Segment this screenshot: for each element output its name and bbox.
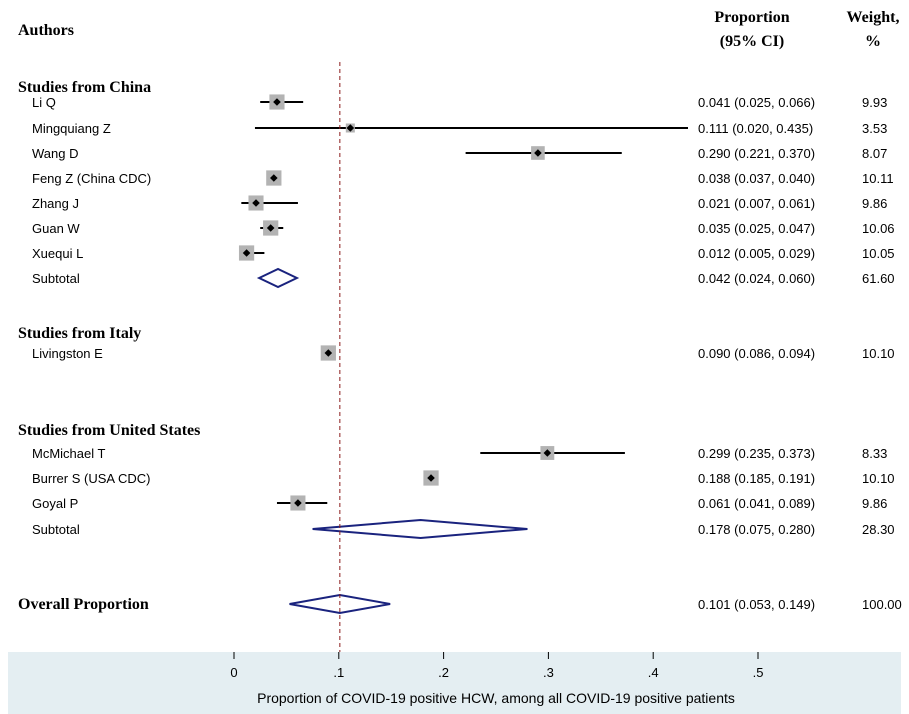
header-proportion-ci: (95% CI): [720, 33, 784, 50]
subtotal-diamond: [256, 267, 300, 289]
x-tick-label: 0: [230, 665, 237, 680]
overall-diamond-ci-text: 0.101 (0.053, 0.149): [698, 597, 815, 612]
subtotal-diamond-weight: 61.60: [862, 271, 895, 286]
subtotal-diamond-ci-text: 0.042 (0.024, 0.060): [698, 271, 815, 286]
x-axis: 0 .1 .2 .3 .4 .5 Proportion of COVID-19 positi…: [230, 652, 763, 706]
study-label: Goyal P: [32, 496, 78, 511]
point-estimate: [273, 98, 281, 106]
study-ci-text: 0.038 (0.037, 0.040): [698, 171, 815, 186]
study-label: Li Q: [32, 95, 56, 110]
study-ci-text: 0.090 (0.086, 0.094): [698, 346, 815, 361]
study-label: Zhang J: [32, 196, 79, 211]
point-estimate: [534, 149, 542, 157]
point-estimate: [242, 249, 251, 257]
axis-panel: [8, 652, 901, 714]
point-estimate: [427, 474, 435, 482]
header-authors: Authors: [18, 22, 74, 39]
study-weight: 3.53: [862, 121, 887, 136]
study-weight: 9.93: [862, 95, 887, 110]
overall-diamond-weight: 100.00: [862, 597, 902, 612]
study-weight: 10.10: [862, 346, 895, 361]
study-weight: 9.86: [862, 496, 887, 511]
point-estimate: [294, 499, 302, 507]
study-label: Mingquiang Z: [32, 121, 111, 136]
group-title: Studies from United States: [18, 422, 200, 439]
point-estimate: [270, 174, 278, 182]
x-tick-label: .2: [438, 665, 449, 680]
subtotal-diamond-label: Subtotal: [32, 522, 80, 537]
study-ci-text: 0.188 (0.185, 0.191): [698, 471, 815, 486]
subtotal-diamond-weight: 28.30: [862, 522, 895, 537]
study-label: Feng Z (China CDC): [32, 171, 151, 186]
study-ci-text: 0.061 (0.041, 0.089): [698, 496, 815, 511]
group-title: Studies from Italy: [18, 325, 141, 342]
study-weight: 10.10: [862, 471, 895, 486]
point-estimate: [252, 199, 260, 207]
study-label: Wang D: [32, 146, 78, 161]
study-ci-text: 0.035 (0.025, 0.047): [698, 221, 815, 236]
group-title: Studies from China: [18, 79, 151, 96]
study-label: Guan W: [32, 221, 80, 236]
study-label: Livingston E: [32, 346, 103, 361]
study-ci-text: 0.021 (0.007, 0.061): [698, 196, 815, 211]
study-weight: 8.33: [862, 446, 887, 461]
x-tick-label: .3: [543, 665, 554, 680]
point-estimate: [324, 349, 333, 357]
point-estimate: [346, 124, 355, 132]
study-weight: 9.86: [862, 196, 887, 211]
x-tick-label: .5: [753, 665, 764, 680]
x-axis-label: Proportion of COVID-19 positive HCW, amo…: [257, 690, 735, 706]
study-label: Xuequi L: [32, 246, 83, 261]
point-estimate: [266, 224, 275, 232]
overall-diamond-label: Overall Proportion: [18, 596, 149, 613]
study-label: McMichael T: [32, 446, 106, 461]
study-weight: 10.06: [862, 221, 895, 236]
subtotal-diamond-label: Subtotal: [32, 271, 80, 286]
header-weight-unit: %: [865, 33, 881, 50]
study-label: Burrer S (USA CDC): [32, 471, 150, 486]
subtotal-diamond: [312, 518, 528, 540]
subtotal-diamond-ci-text: 0.178 (0.075, 0.280): [698, 522, 815, 537]
x-tick-label: .1: [333, 665, 344, 680]
header-proportion: Proportion: [714, 9, 789, 26]
study-ci-text: 0.290 (0.221, 0.370): [698, 146, 815, 161]
study-weight: 10.05: [862, 246, 895, 261]
study-ci-text: 0.012 (0.005, 0.029): [698, 246, 815, 261]
study-weight: 10.11: [862, 171, 894, 186]
header-weight: Weight,: [847, 9, 900, 26]
study-weight: 8.07: [862, 146, 887, 161]
point-estimate: [543, 449, 552, 457]
x-tick-label: .4: [648, 665, 659, 680]
study-ci-text: 0.299 (0.235, 0.373): [698, 446, 815, 461]
study-ci-text: 0.041 (0.025, 0.066): [698, 95, 815, 110]
study-ci-text: 0.111 (0.020, 0.435): [698, 121, 813, 136]
